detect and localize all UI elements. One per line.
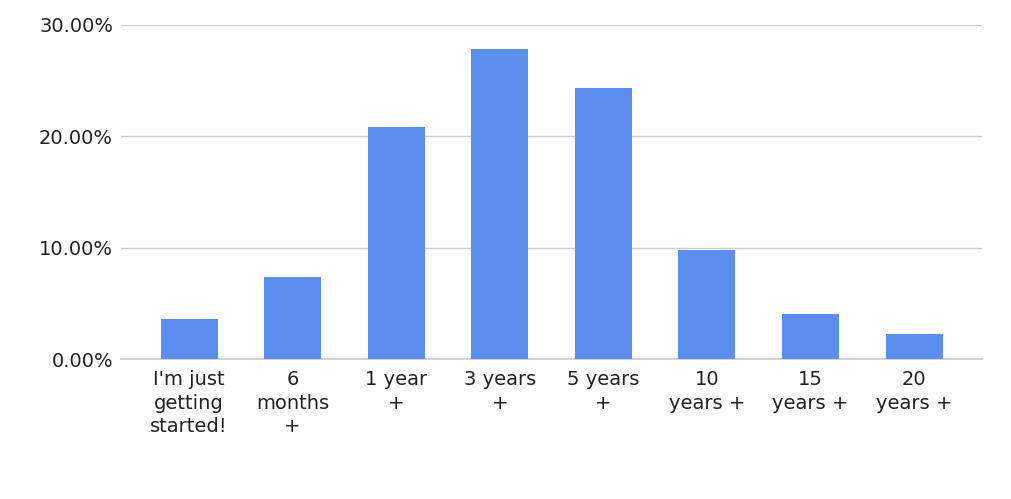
Bar: [574, 88, 631, 359]
Bar: [367, 127, 425, 359]
Bar: [885, 334, 941, 359]
Bar: [782, 313, 838, 359]
Bar: [677, 250, 735, 359]
Bar: [264, 277, 320, 359]
Bar: [161, 319, 217, 359]
Bar: [471, 49, 528, 359]
